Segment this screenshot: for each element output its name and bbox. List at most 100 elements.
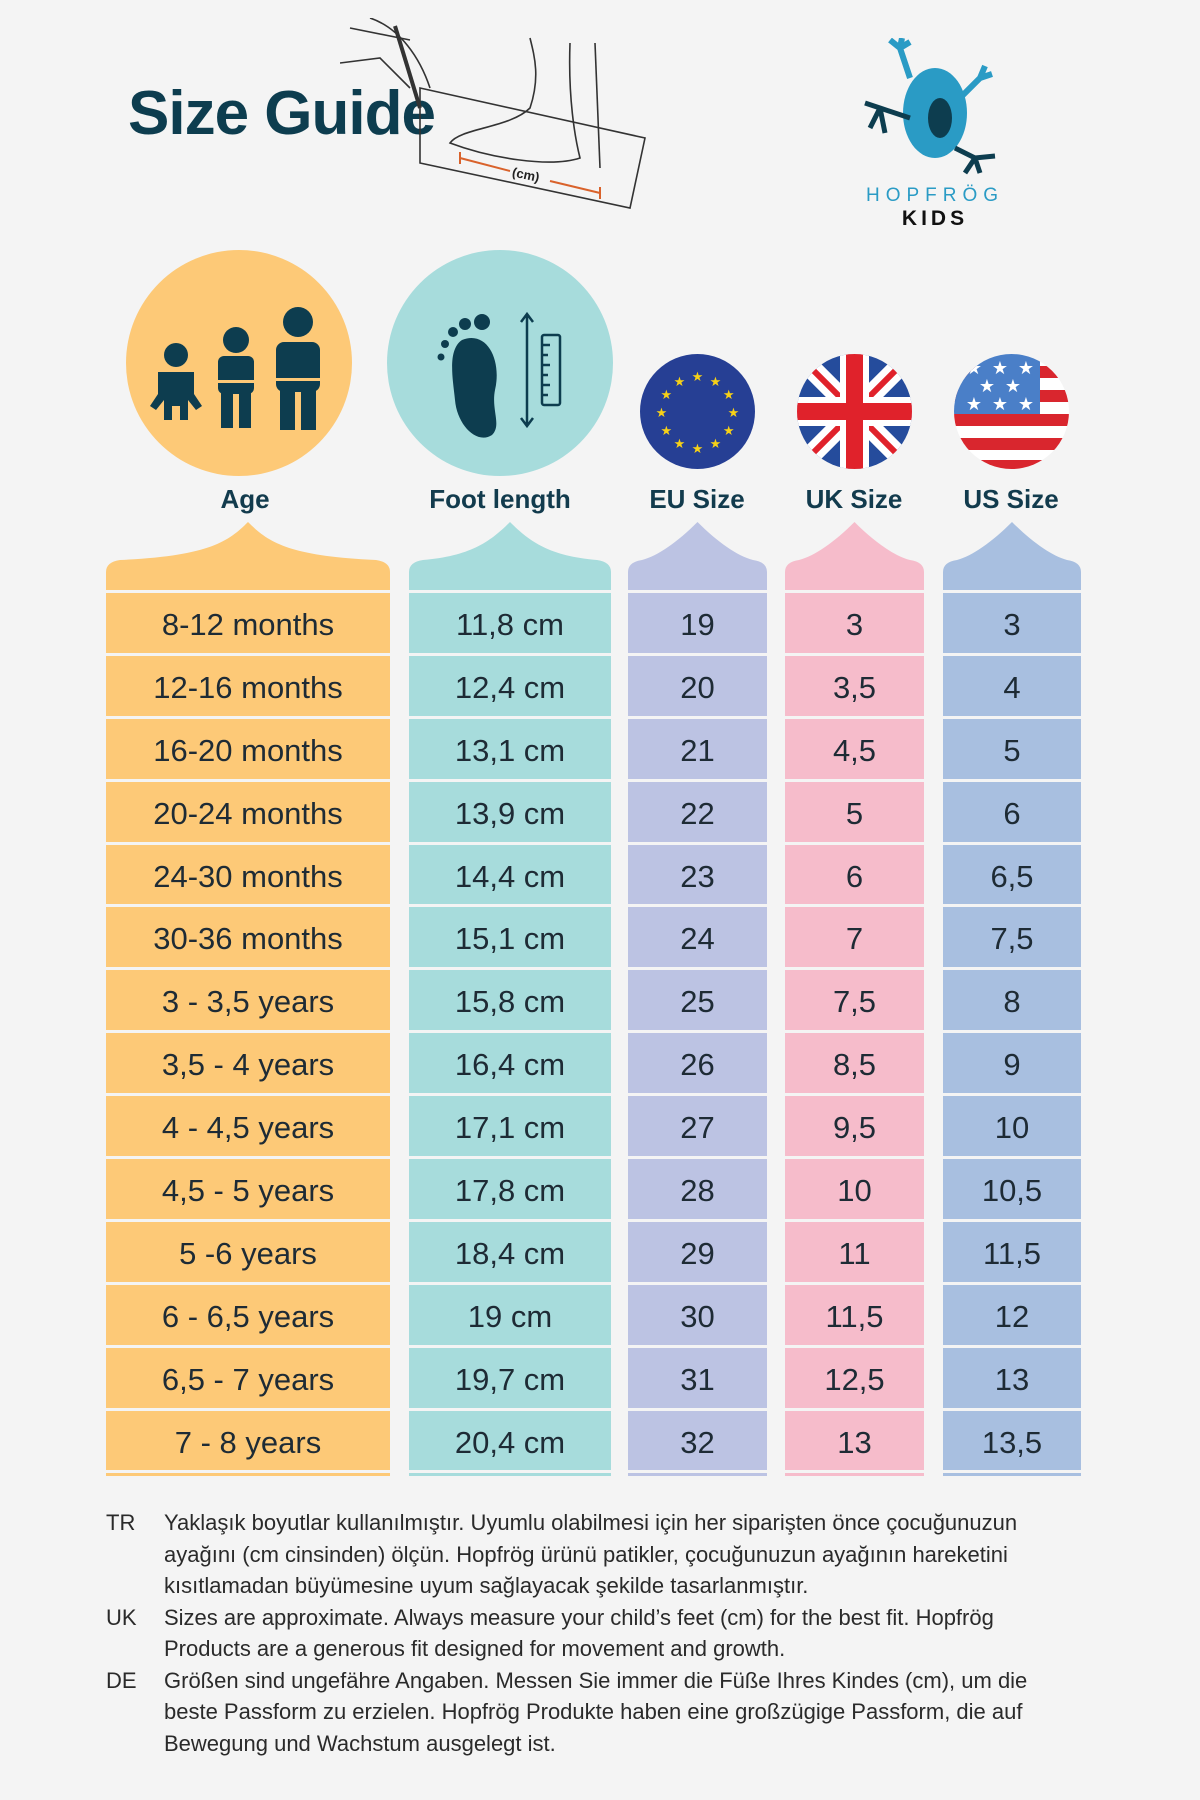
- table-cell: 26: [628, 1030, 767, 1094]
- table-cell: 12: [943, 1281, 1081, 1345]
- column-footer: [628, 1470, 767, 1477]
- table-cell: 15,8 cm: [409, 967, 611, 1031]
- header-age: Age: [220, 484, 270, 514]
- table-cell: 13: [943, 1344, 1081, 1408]
- table-cell: 13,9 cm: [409, 778, 611, 842]
- logo-kids-text: KIDS: [901, 207, 969, 230]
- table-cell: 6 - 6,5 years: [106, 1281, 390, 1345]
- column-age: 8-12 months 12-16 months 16-20 months 20-24…: [106, 522, 390, 1477]
- note-text: Sizes are approximate. Always measure yo…: [164, 1604, 994, 1662]
- svg-text:★: ★: [1005, 376, 1021, 396]
- table-cell: 31: [628, 1344, 767, 1408]
- table-cell: 20-24 months: [106, 778, 390, 842]
- header-uk-size: UK Size: [805, 484, 903, 514]
- table-cell: 5: [943, 715, 1081, 779]
- column-footer: [785, 1470, 924, 1477]
- table-cell: 21: [628, 715, 767, 779]
- table-cell: 7: [785, 904, 924, 968]
- svg-text:★: ★: [656, 405, 668, 420]
- svg-text:★: ★: [692, 441, 704, 456]
- eu-flag-icon: ★ ★ ★ ★ ★ ★ ★ ★ ★ ★ ★ ★: [640, 354, 755, 469]
- note-uk: UK Sizes are approximate. Always measure …: [106, 1602, 1106, 1665]
- page-title: Size Guide: [128, 79, 436, 148]
- note-tr: TR Yaklaşık boyutlar kullanılmıştır. Uyum…: [106, 1507, 1106, 1602]
- foot-measuring-sketch-icon: (cm): [340, 18, 646, 209]
- table-cell: 13,5: [943, 1407, 1081, 1471]
- header-eu-size: EU Size: [649, 484, 745, 514]
- svg-text:★: ★: [692, 369, 704, 384]
- logo-brand-text: HOPFRÖG: [865, 185, 1005, 206]
- table-cell: 18,4 cm: [409, 1218, 611, 1282]
- header-foot-length: Foot length: [429, 484, 571, 514]
- column-uk: 3 3,5 4,5 5 6 7 7,5 8,5 9,5 10 11 11,5 12,5 13: [785, 522, 924, 1477]
- note-text: Größen sind ungefähre Angaben. Messen Si…: [164, 1667, 1028, 1756]
- svg-text:★: ★: [992, 394, 1008, 414]
- table-cell: 16,4 cm: [409, 1030, 611, 1094]
- table-cell: 11: [785, 1218, 924, 1282]
- svg-text:★: ★: [674, 436, 686, 451]
- table-cell: 4: [943, 652, 1081, 716]
- us-flag-icon: ★ ★ ★ ★ ★ ★ ★ ★: [954, 354, 1069, 469]
- svg-text:★: ★: [710, 374, 722, 389]
- table-cell: 19,7 cm: [409, 1344, 611, 1408]
- table-cell: 20: [628, 652, 767, 716]
- column-footer: [106, 1470, 390, 1477]
- table-cell: 22: [628, 778, 767, 842]
- table-cell: 3: [943, 590, 1081, 653]
- table-cell: 10: [785, 1156, 924, 1219]
- table-cell: 13: [785, 1407, 924, 1471]
- table-cell: 12-16 months: [106, 652, 390, 716]
- table-cell: 5 -6 years: [106, 1218, 390, 1282]
- uk-flag-icon: [797, 354, 912, 469]
- table-cell: 23: [628, 841, 767, 905]
- svg-text:★: ★: [710, 436, 722, 451]
- table-cell: 24-30 months: [106, 841, 390, 905]
- column-footer: [943, 1470, 1081, 1477]
- column-footer: [409, 1470, 611, 1477]
- table-cell: 7 - 8 years: [106, 1407, 390, 1471]
- table-cell: 9,5: [785, 1093, 924, 1157]
- sketch-cm-label: (cm): [511, 164, 541, 184]
- svg-text:★: ★: [660, 387, 672, 402]
- table-cell: 6,5: [943, 841, 1081, 905]
- column-header-shape: [785, 522, 924, 590]
- table-cell: 8-12 months: [106, 590, 390, 653]
- table-cell: 10,5: [943, 1156, 1081, 1219]
- table-cell: 14,4 cm: [409, 841, 611, 905]
- table-cell: 6: [943, 778, 1081, 842]
- column-eu: 19 20 21 22 23 24 25 26 27 28 29 30 31 32: [628, 522, 767, 1477]
- table-cell: 11,8 cm: [409, 590, 611, 653]
- column-header-shape: [943, 522, 1081, 590]
- table-cell: 27: [628, 1093, 767, 1157]
- table-cell: 4,5 - 5 years: [106, 1156, 390, 1219]
- svg-text:★: ★: [966, 358, 982, 378]
- svg-text:★: ★: [1018, 358, 1034, 378]
- table-cell: 7,5: [785, 967, 924, 1031]
- column-foot: 11,8 cm 12,4 cm 13,1 cm 13,9 cm 14,4 cm 15,1 …: [409, 522, 611, 1477]
- table-cell: 6: [785, 841, 924, 905]
- table-cell: 7,5: [943, 904, 1081, 968]
- table-cell: 11,5: [785, 1281, 924, 1345]
- table-cell: 8: [943, 967, 1081, 1031]
- table-cell: 25: [628, 967, 767, 1031]
- svg-text:★: ★: [1018, 394, 1034, 414]
- table-cell: 3,5: [785, 652, 924, 716]
- svg-text:★: ★: [674, 374, 686, 389]
- table-cell: 17,1 cm: [409, 1093, 611, 1157]
- header-us-size: US Size: [963, 484, 1059, 514]
- table-cell: 4,5: [785, 715, 924, 779]
- table-cell: 9: [943, 1030, 1081, 1094]
- table-cell: 8,5: [785, 1030, 924, 1094]
- note-code: TR: [106, 1510, 136, 1535]
- svg-text:★: ★: [723, 423, 735, 438]
- table-cell: 6,5 - 7 years: [106, 1344, 390, 1408]
- table-cell: 17,8 cm: [409, 1156, 611, 1219]
- svg-text:★: ★: [979, 376, 995, 396]
- table-cell: 30-36 months: [106, 904, 390, 968]
- table-cell: 5: [785, 778, 924, 842]
- table-cell: 10: [943, 1093, 1081, 1157]
- table-cell: 3 - 3,5 years: [106, 967, 390, 1031]
- table-cell: 3,5 - 4 years: [106, 1030, 390, 1094]
- notes: TR Yaklaşık boyutlar kullanılmıştır. Uyum…: [106, 1507, 1106, 1759]
- table-cell: 3: [785, 590, 924, 653]
